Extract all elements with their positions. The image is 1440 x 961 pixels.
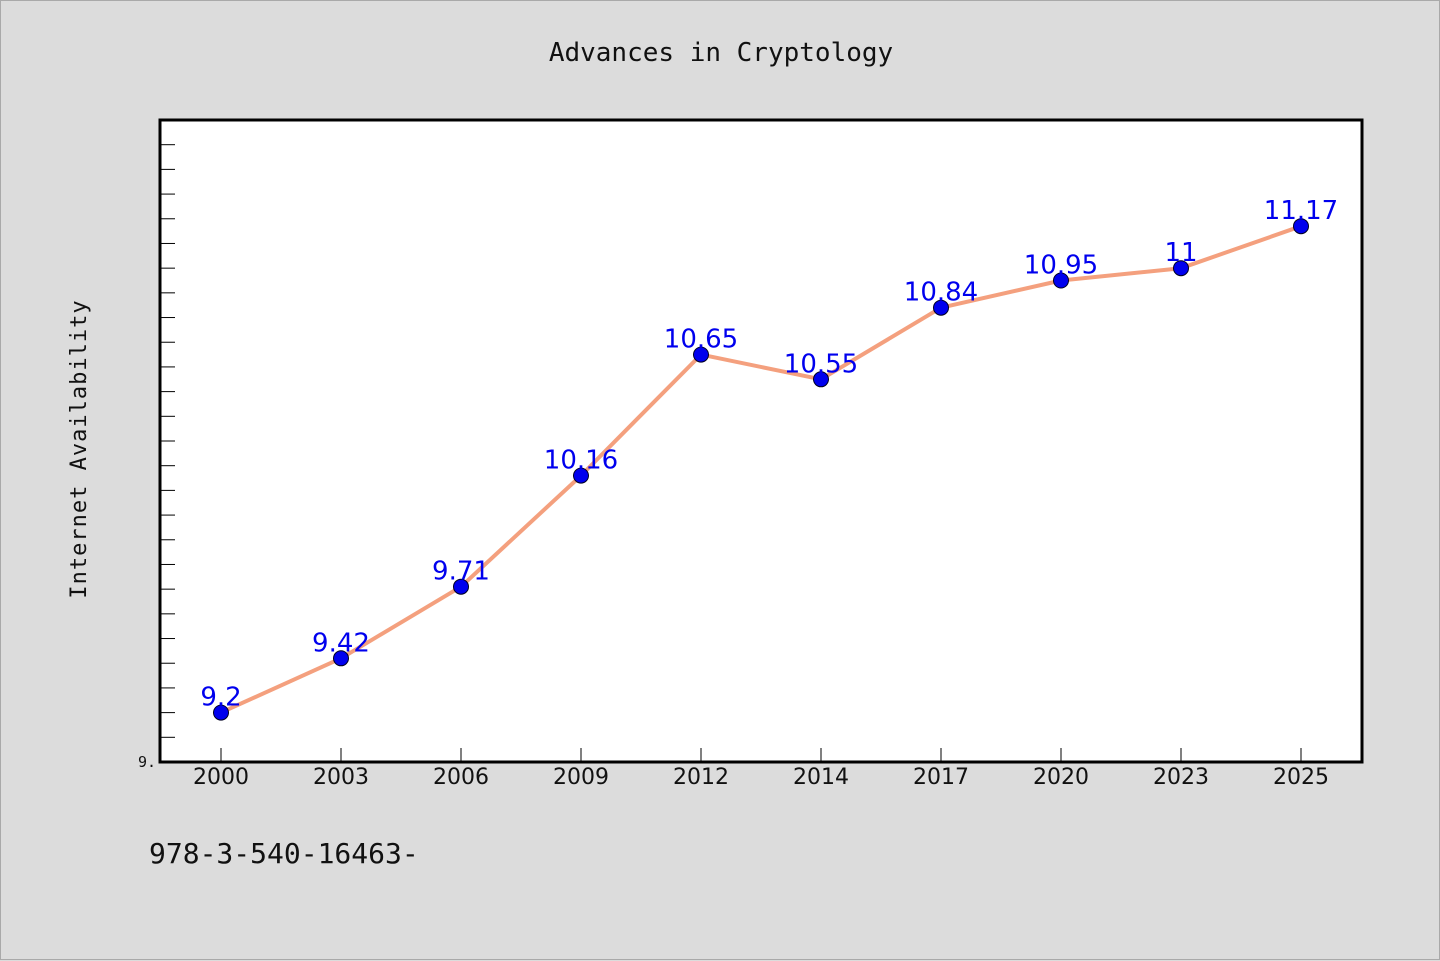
data-label: 9.42: [312, 628, 370, 658]
data-point: [933, 299, 949, 316]
x-tick-label: 2025: [1273, 765, 1329, 790]
data-label: 10.55: [784, 349, 858, 379]
plot-area: [158, 118, 1364, 764]
chart-title: Advances in Cryptology: [549, 38, 893, 68]
data-label: 11.17: [1264, 196, 1338, 226]
x-tick-label: 2014: [793, 765, 849, 790]
data-point: [213, 704, 229, 721]
footer-text: 978-3-540-16463-: [149, 837, 419, 870]
data-label: 10.16: [544, 446, 618, 476]
data-point: [813, 371, 829, 388]
y-tick-label: 9.: [138, 753, 156, 771]
x-tick-label: 2003: [313, 765, 369, 790]
x-tick-label: 2000: [193, 765, 249, 790]
x-axis-ticks: [220, 748, 1302, 762]
x-tick-label: 2009: [553, 765, 609, 790]
data-point: [1053, 272, 1069, 289]
data-label: 10.65: [664, 325, 738, 355]
x-tick-label: 2020: [1033, 765, 1089, 790]
x-tick-label: 2023: [1153, 765, 1209, 790]
data-point: [573, 467, 589, 484]
x-tick-label: 2017: [913, 765, 969, 790]
x-tick-label: 2006: [433, 765, 489, 790]
x-tick-label: 2012: [673, 765, 729, 790]
data-point: [333, 650, 349, 667]
data-point: [453, 578, 469, 595]
y-axis-label: Internet Availability: [67, 299, 92, 598]
data-labels: 9.2 9.42 9.71 10.16 10.65 10.55 10.84 10.95 11 11…: [200, 196, 1338, 712]
data-point: [693, 346, 709, 363]
x-axis-tick-labels: 2000 2003 2006 2009 2012 2014 2017 2020 2023 2025: [193, 765, 1329, 790]
data-label: 10.84: [904, 278, 978, 308]
data-point: [1173, 260, 1189, 277]
data-label: 10.95: [1024, 251, 1098, 281]
data-point: [1293, 218, 1309, 235]
data-label: 11: [1164, 238, 1197, 268]
data-label: 9.2: [200, 683, 241, 713]
series-line: [220, 224, 1302, 715]
y-axis-ticks: [160, 144, 175, 738]
data-label: 9.71: [432, 557, 490, 587]
data-markers: [213, 218, 1309, 721]
